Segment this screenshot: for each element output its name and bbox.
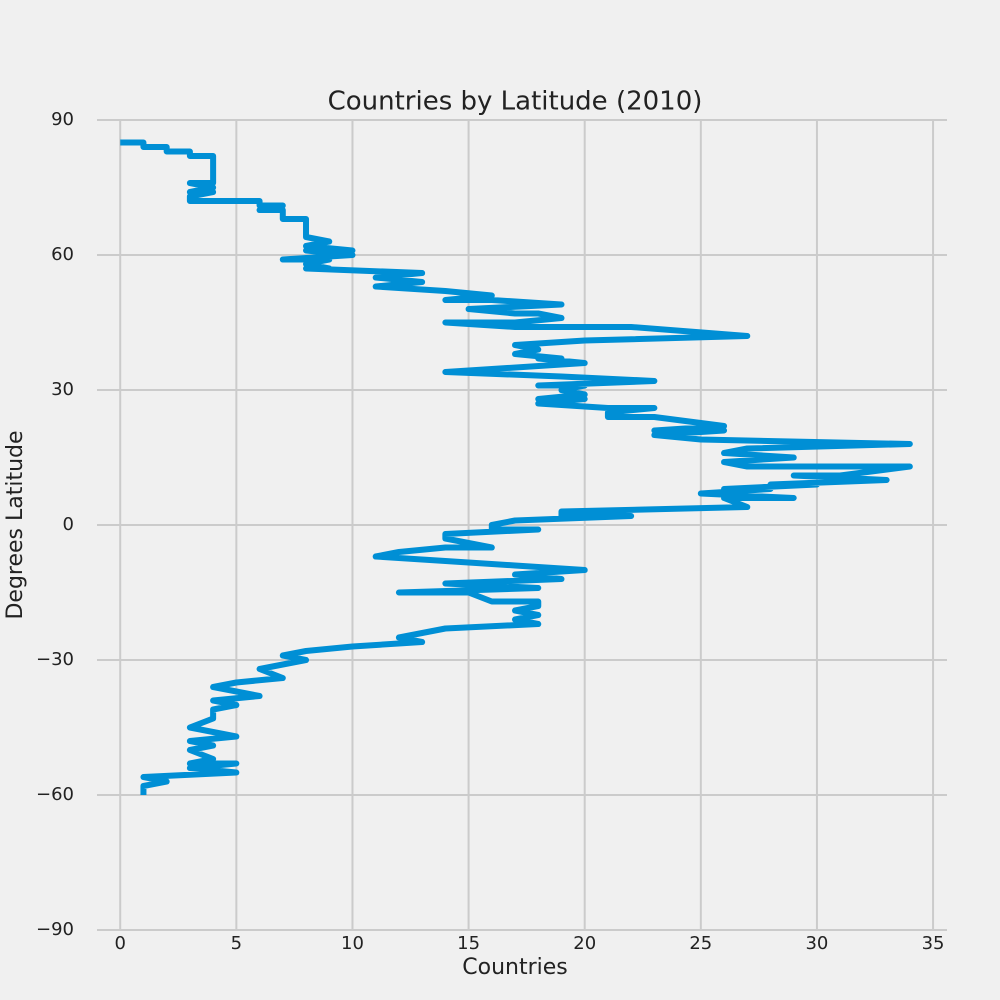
y-tick-label: 30 [51,379,74,400]
x-tick-label: 5 [231,933,242,954]
x-tick-label: 10 [341,933,364,954]
x-axis-label: Countries [462,955,568,980]
y-axis-label: Degrees Latitude [3,430,28,619]
y-tick-label: −90 [36,919,74,940]
y-tick-label: 0 [63,514,74,535]
data-line [120,139,913,795]
x-tick-label: 15 [457,933,480,954]
x-tick-label: 20 [573,933,596,954]
y-tick-label: −30 [36,649,74,670]
x-tick-label: 25 [689,933,712,954]
y-tick-label: −60 [36,784,74,805]
y-tick-label: 60 [51,244,74,265]
x-tick-label: 35 [922,933,945,954]
chart-title: Countries by Latitude (2010) [328,87,703,117]
x-tick-label: 30 [805,933,828,954]
x-tick-label: 0 [114,933,125,954]
y-tick-label: 90 [51,109,74,130]
